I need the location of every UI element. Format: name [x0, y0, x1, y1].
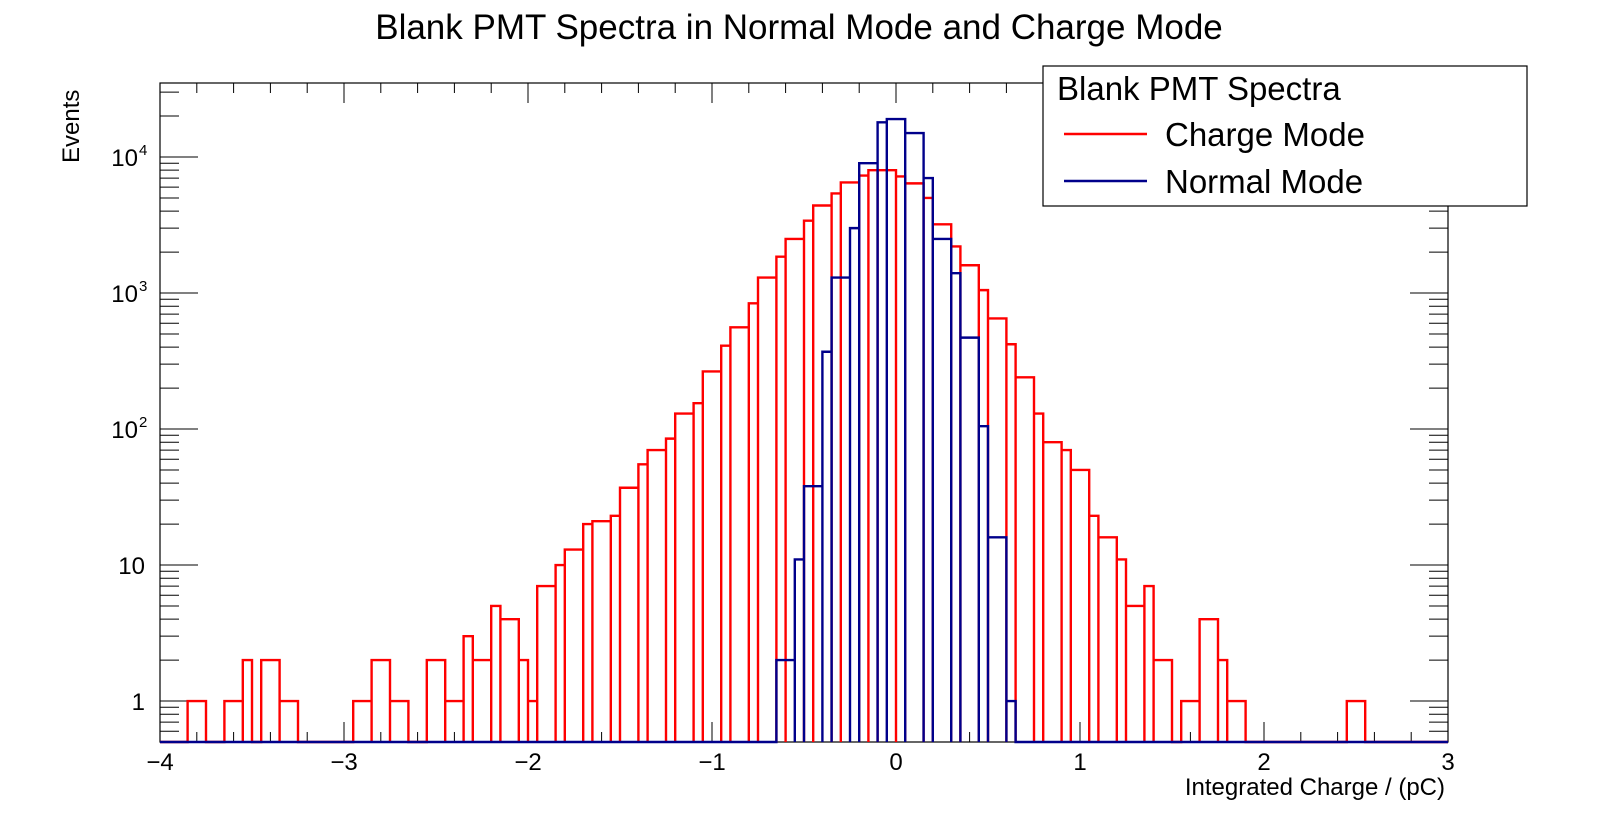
y-tick-label: 10: [111, 417, 138, 444]
y-tick-label: 1: [132, 689, 145, 716]
y-tick-label: 10: [111, 145, 138, 172]
x-tick-label: −1: [698, 749, 725, 776]
series-layer: [160, 117, 1448, 744]
legend-title: Blank PMT Spectra: [1057, 70, 1341, 107]
x-tick-label: 2: [1257, 749, 1270, 776]
chart-title: Blank PMT Spectra in Normal Mode and Cha…: [375, 8, 1223, 47]
y-tick-label: 10: [118, 553, 145, 580]
y-tick-exponent: 2: [139, 414, 147, 431]
x-tick-label: −3: [330, 749, 357, 776]
x-tick-label: 1: [1073, 749, 1086, 776]
x-tick-label: −2: [514, 749, 541, 776]
legend-label-charge-mode: Charge Mode: [1165, 116, 1365, 153]
y-tick-exponent: 3: [139, 278, 147, 295]
x-tick-label: −4: [146, 749, 173, 776]
x-tick-label: 3: [1441, 749, 1454, 776]
y-tick-exponent: 4: [139, 142, 147, 159]
legend-box: [1042, 65, 1528, 207]
legend: Blank PMT Spectra Charge Mode Normal Mod…: [1042, 65, 1528, 207]
x-axis-ticks: −4 −3 −2 −1 0 1 2 3: [146, 83, 1455, 776]
y-tick-label: 10: [111, 281, 138, 308]
x-tick-label: 0: [889, 749, 902, 776]
y-axis-label: Events: [58, 90, 85, 163]
x-axis-label: Integrated Charge / (pC): [1185, 774, 1445, 801]
series-normal-mode: [160, 117, 1448, 744]
series-charge-mode: [160, 168, 1448, 744]
legend-label-normal-mode: Normal Mode: [1165, 163, 1363, 200]
